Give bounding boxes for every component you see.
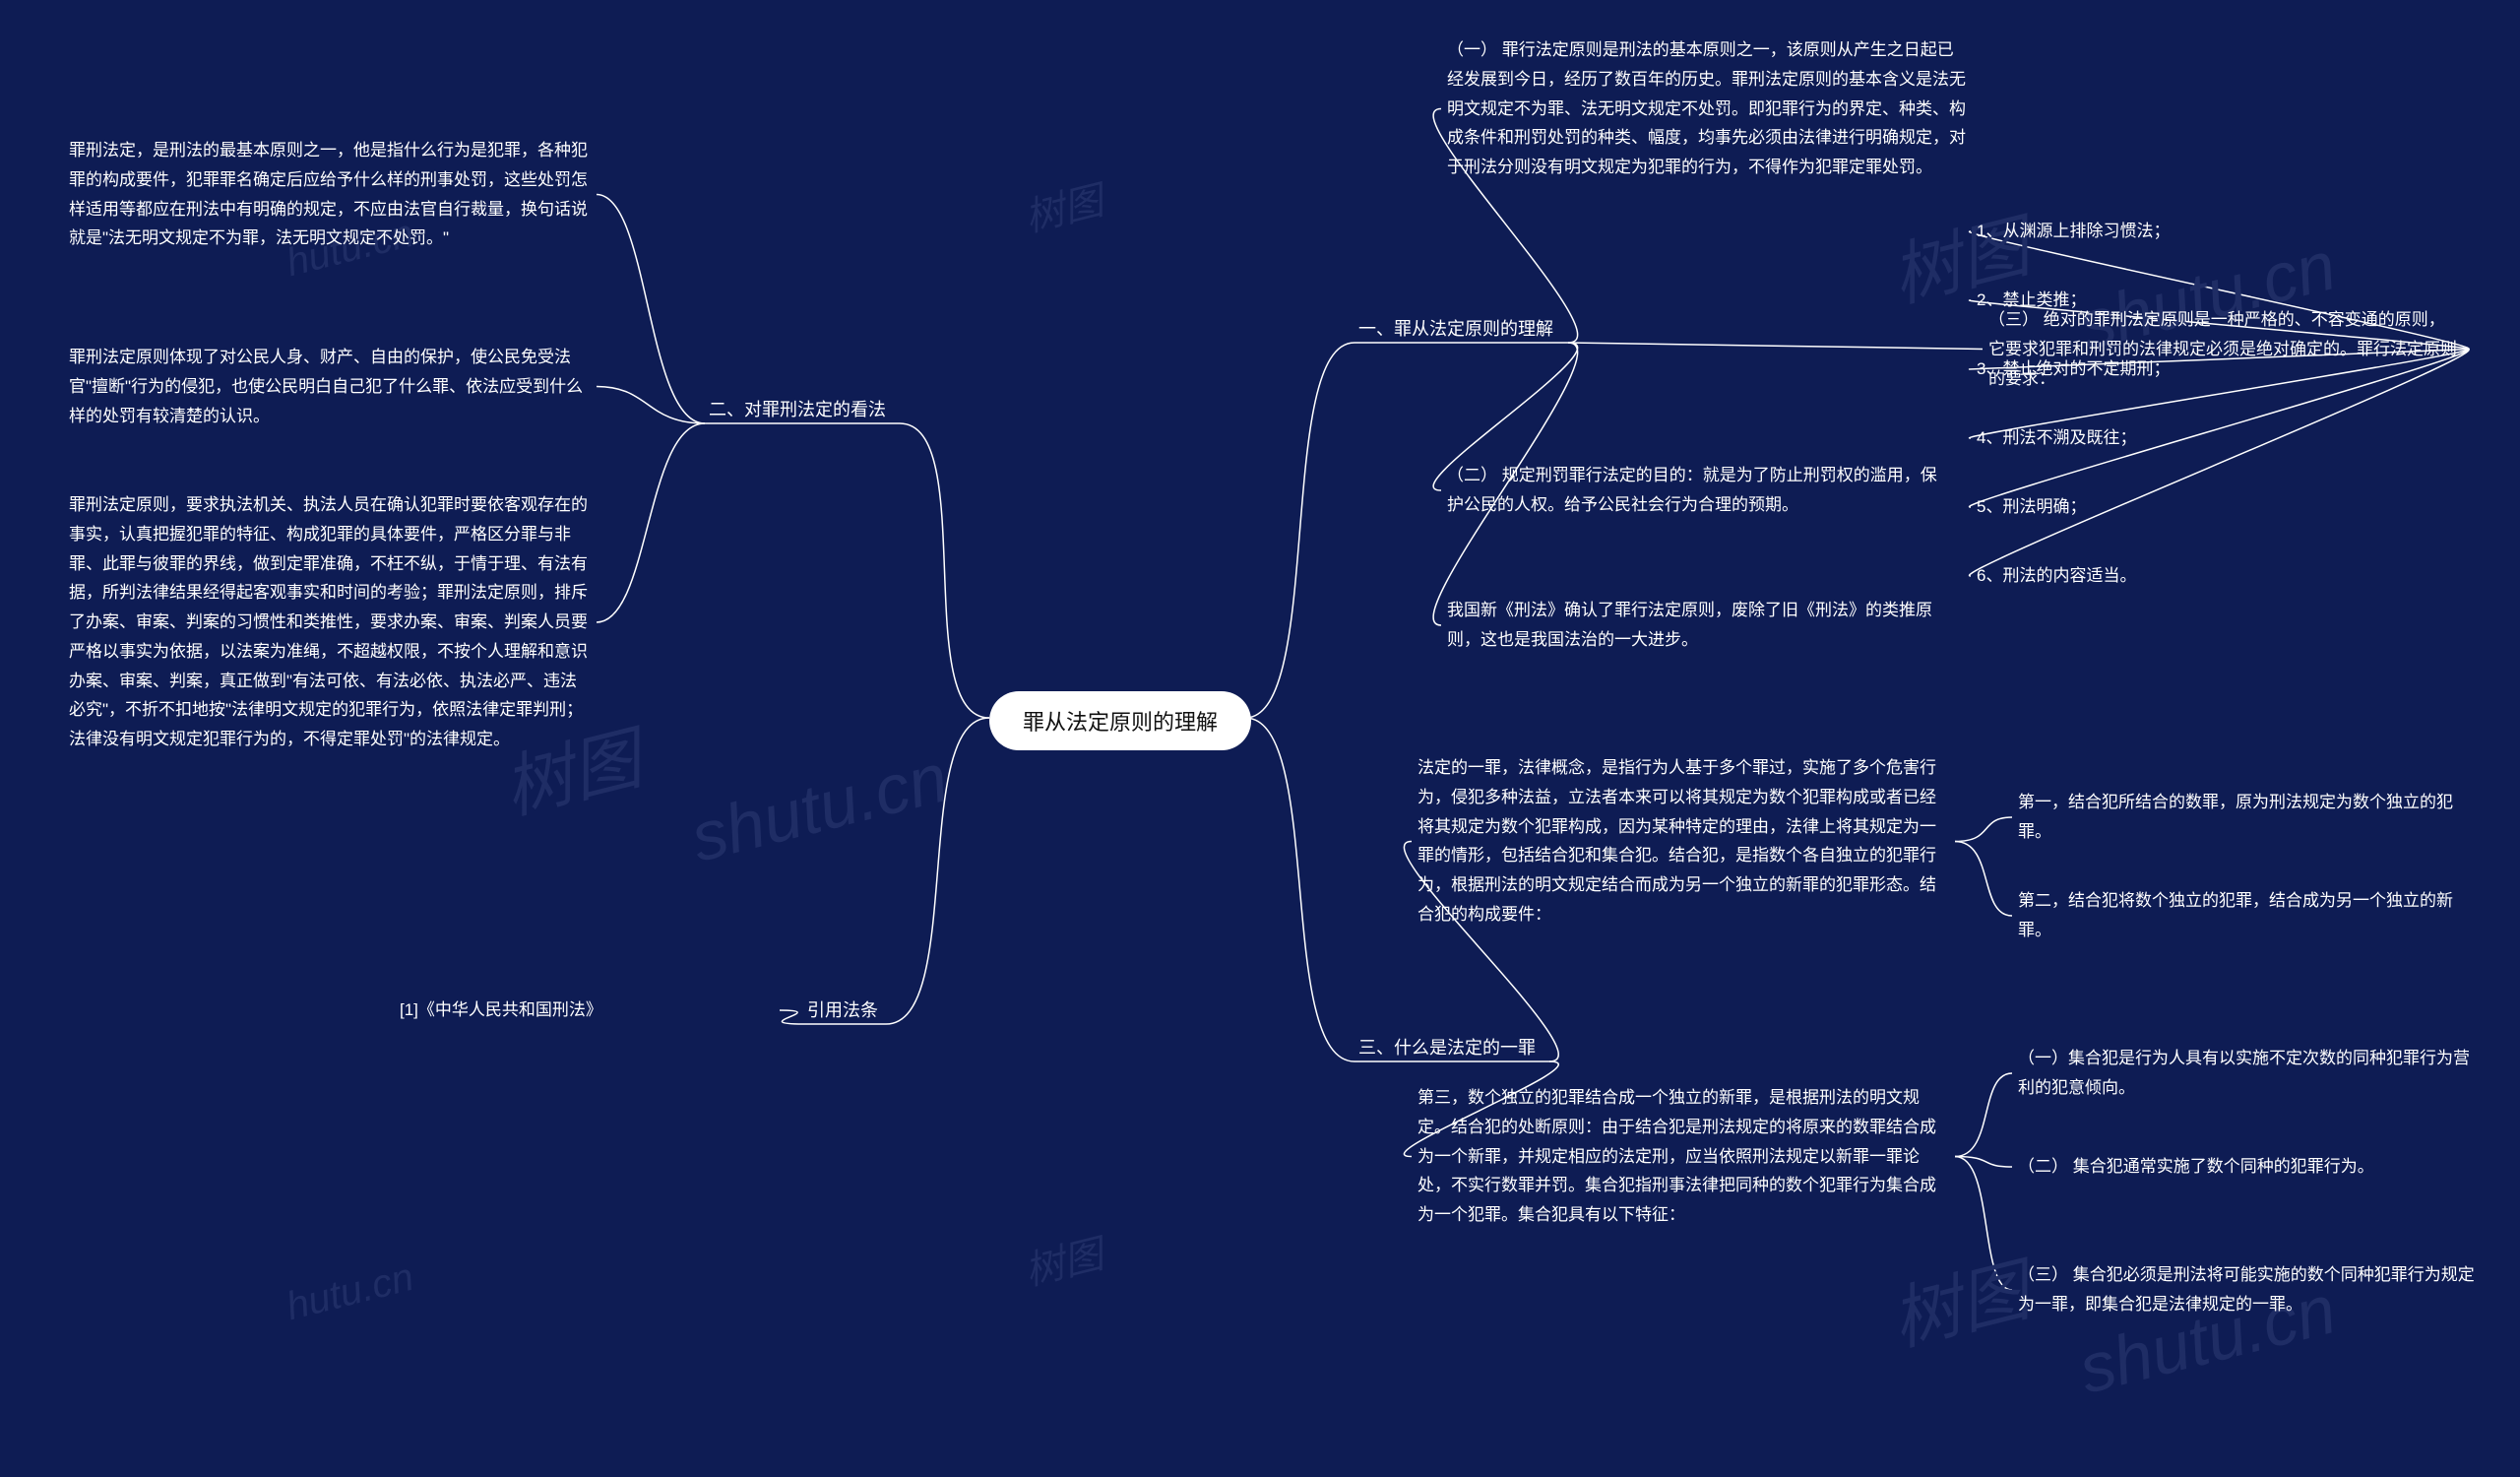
leaf-node: 6、刑法的内容适当。 (1977, 561, 2429, 591)
leaf-node: （一）集合犯是行为人具有以实施不定次数的同种犯罪行为营利的犯意倾向。 (2018, 1044, 2481, 1103)
para-node: 罪刑法定原则体现了对公民人身、财产、自由的保护，使公民免受法官"擅断"行为的侵犯… (69, 343, 591, 430)
leaf-node: （三） 集合犯必须是刑法将可能实施的数个同种犯罪行为规定为一罪，即集合犯是法律规… (2018, 1260, 2481, 1319)
para-node: 法定的一罪，法律概念，是指行为人基于多个罪过，实施了多个危害行为，侵犯多种法益，… (1418, 753, 1949, 930)
leaf-node: 2、禁止类推； (1977, 286, 2429, 315)
para-node: 我国新《刑法》确认了罪行法定原则，废除了旧《刑法》的类推原则，这也是我国法治的一… (1447, 596, 1959, 655)
root-label: 罪从法定原则的理解 (1023, 710, 1218, 735)
branch-label: 引用法条 (807, 996, 878, 1026)
para-node: [1]《中华人民共和国刑法》 (400, 995, 774, 1025)
para-node: （一） 罪行法定原则是刑法的基本原则之一，该原则从产生之日起已经发展到今日，经历… (1447, 35, 1969, 182)
leaf-node: 1、从渊源上排除习惯法； (1977, 217, 2429, 246)
leaf-node: （二） 集合犯通常实施了数个同种的犯罪行为。 (2018, 1152, 2481, 1182)
para-node: 第三，数个独立的犯罪结合成一个独立的新罪，是根据刑法的明文规定。结合犯的处断原则… (1418, 1083, 1949, 1230)
leaf-node: 第一，结合犯所结合的数罪，原为刑法规定为数个独立的犯罪。 (2018, 788, 2471, 847)
leaf-node: 5、刑法明确； (1977, 492, 2429, 522)
root-node: 罪从法定原则的理解 (989, 691, 1251, 750)
para-node: 罪刑法定原则，要求执法机关、执法人员在确认犯罪时要依客观存在的事实，认真把握犯罪… (69, 490, 591, 754)
leaf-node: 4、刑法不溯及既往； (1977, 423, 2429, 453)
para-node: 罪刑法定，是刑法的最基本原则之一，他是指什么行为是犯罪，各种犯罪的构成要件，犯罪… (69, 136, 591, 253)
leaf-node: 3、禁止绝对的不定期刑； (1977, 354, 2429, 384)
branch-label: 二、对罪刑法定的看法 (709, 396, 886, 425)
leaf-node: 第二，结合犯将数个独立的犯罪，结合成为另一个独立的新罪。 (2018, 886, 2471, 945)
branch-label: 一、罪从法定原则的理解 (1358, 315, 1553, 345)
branch-label: 三、什么是法定的一罪 (1358, 1034, 1536, 1063)
para-node: （二） 规定刑罚罪行法定的目的：就是为了防止刑罚权的滥用，保护公民的人权。给予公… (1447, 461, 1939, 520)
